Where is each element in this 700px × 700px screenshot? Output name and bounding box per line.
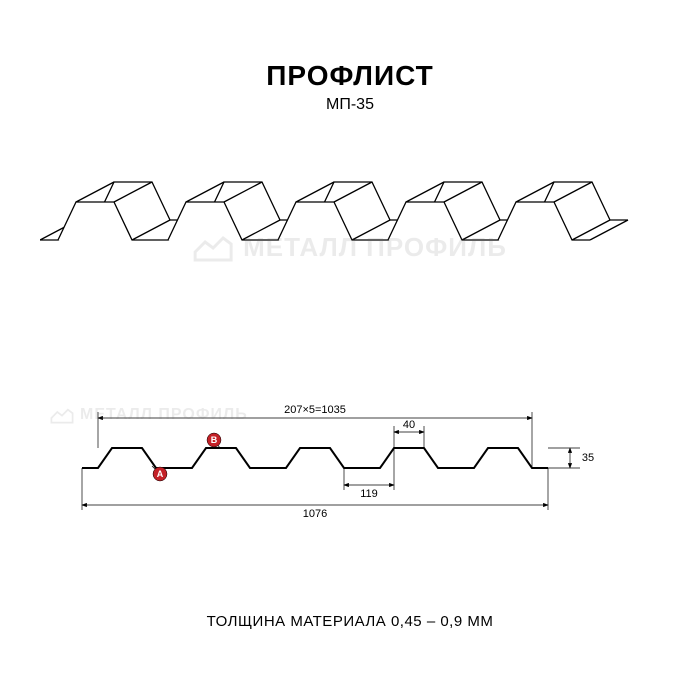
profile-path: [82, 448, 548, 468]
watermark-text: МЕТАЛЛ ПРОФИЛЬ: [243, 232, 507, 263]
dim-height-text: 35: [582, 452, 594, 464]
watermark-small-icon: [50, 405, 74, 425]
dim-pitch-text: 119: [360, 488, 378, 500]
dim-total-text: 1076: [303, 508, 327, 520]
dim-rib-top-text: 40: [403, 419, 415, 431]
cross-section-svg: 207×5=1035 40 35 119 1076 A: [70, 380, 630, 525]
iso-edge: [132, 220, 170, 240]
watermark-small-text: МЕТАЛЛ ПРОФИЛЬ: [80, 406, 248, 424]
watermark-icon: [193, 230, 233, 264]
header: ПРОФЛИСТ МП-35: [0, 60, 700, 114]
dim-module-width-text: 207×5=1035: [284, 404, 346, 416]
marker-a-label: A: [157, 469, 164, 479]
watermark: МЕТАЛЛ ПРОФИЛЬ: [193, 230, 507, 264]
thickness-note: ТОЛЩИНА МАТЕРИАЛА 0,45 – 0,9 ММ: [0, 613, 700, 630]
iso-edge: [572, 220, 610, 240]
page-title: ПРОФЛИСТ: [0, 60, 700, 92]
marker-b-label: B: [211, 435, 218, 445]
iso-edge: [590, 220, 628, 240]
watermark-small: МЕТАЛЛ ПРОФИЛЬ: [50, 405, 248, 425]
page-subtitle: МП-35: [0, 96, 700, 114]
cross-section: 207×5=1035 40 35 119 1076 A: [70, 380, 630, 530]
marker-b: B: [207, 433, 221, 448]
